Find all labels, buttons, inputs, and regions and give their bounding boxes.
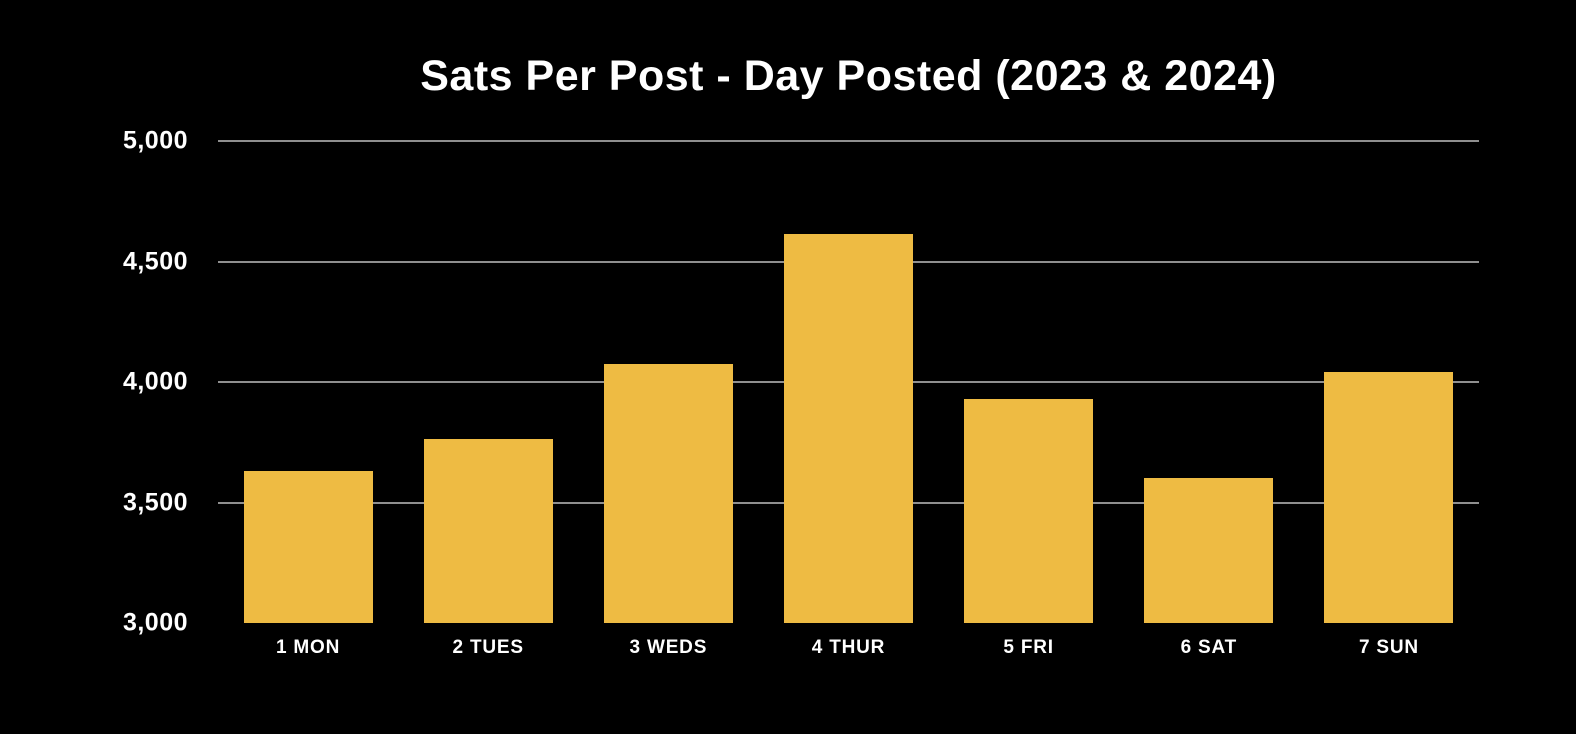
bar-5-fri — [964, 398, 1094, 623]
x-tick-label-4-thur: 4 THUR — [811, 637, 886, 658]
y-tick-label-4500: 4,500 — [122, 247, 188, 275]
x-axis: 1 MON 2 TUES 3 WEDS 4 THUR 5 FRI 6 SAT 7 SUN — [218, 637, 1479, 669]
y-tick-label-3000: 3,000 — [122, 608, 188, 637]
x-tick-label-3-weds: 3 WEDS — [629, 637, 708, 658]
x-tick-label-5-fri: 5 FRI — [1003, 637, 1054, 658]
bar-2-tues — [423, 438, 553, 623]
bar-4-thur — [784, 233, 913, 623]
bar-3-weds — [603, 363, 733, 623]
x-tick-label-6-sat: 6 SAT — [1180, 637, 1237, 658]
x-tick-label-2-tues: 2 TUES — [452, 637, 524, 658]
y-tick-label-4000: 4,000 — [122, 367, 188, 396]
plot-area — [218, 140, 1479, 623]
bar-7-sun — [1324, 372, 1454, 623]
y-axis: 3,000 3,500 4,000 4,500 5,000 — [0, 127, 188, 637]
y-tick-label-3500: 3,500 — [122, 488, 188, 516]
x-tick-label-7-sun: 7 SUN — [1358, 637, 1419, 658]
bar-1-mon — [243, 471, 373, 623]
bar-6-sat — [1144, 478, 1274, 623]
gridline-5000 — [218, 140, 1479, 142]
y-tick-label-5000: 5,000 — [122, 126, 188, 155]
chart-title: Sats Per Post - Day Posted (2023 & 2024) — [420, 52, 1277, 100]
x-tick-label-1-mon: 1 MON — [275, 637, 341, 658]
